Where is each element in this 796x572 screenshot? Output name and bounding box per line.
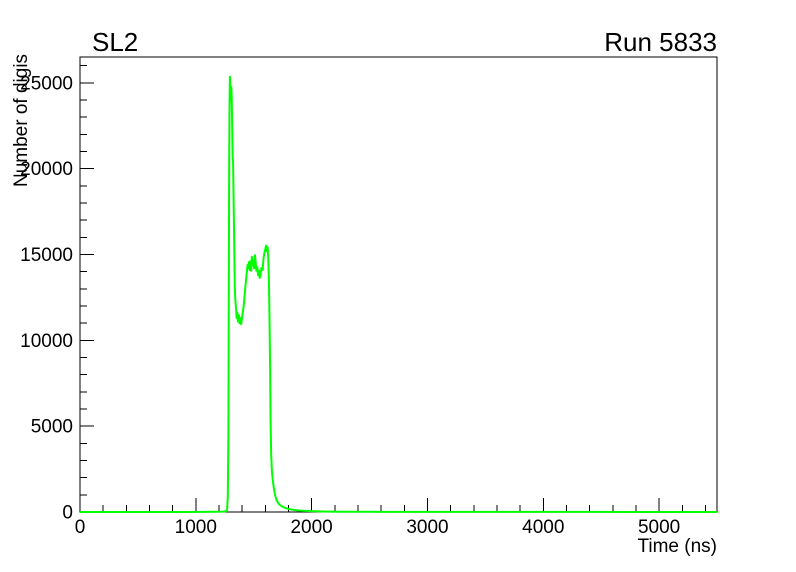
y-tick-label: 10000: [20, 331, 73, 352]
x-tick-label: 2000: [290, 517, 332, 538]
y-axis-title: Number of digis: [11, 53, 32, 187]
y-tick-label: 25000: [20, 73, 73, 94]
x-axis-title: Time (ns): [637, 536, 717, 557]
plot-frame: [79, 56, 718, 513]
y-tick-label: 20000: [20, 159, 73, 180]
histogram-line: [80, 75, 717, 513]
plot-title: SL2: [92, 27, 139, 57]
x-tick-label: 1000: [175, 517, 217, 538]
run-number-label: Run 5833: [604, 27, 717, 57]
y-tick-label: 5000: [31, 417, 73, 438]
x-tick-label: 4000: [522, 517, 564, 538]
x-tick-label: 3000: [406, 517, 448, 538]
y-tick-label: 0: [62, 503, 73, 524]
y-tick-label: 15000: [20, 245, 73, 266]
x-tick-label: 5000: [638, 517, 680, 538]
x-tick-label: 0: [75, 517, 86, 538]
